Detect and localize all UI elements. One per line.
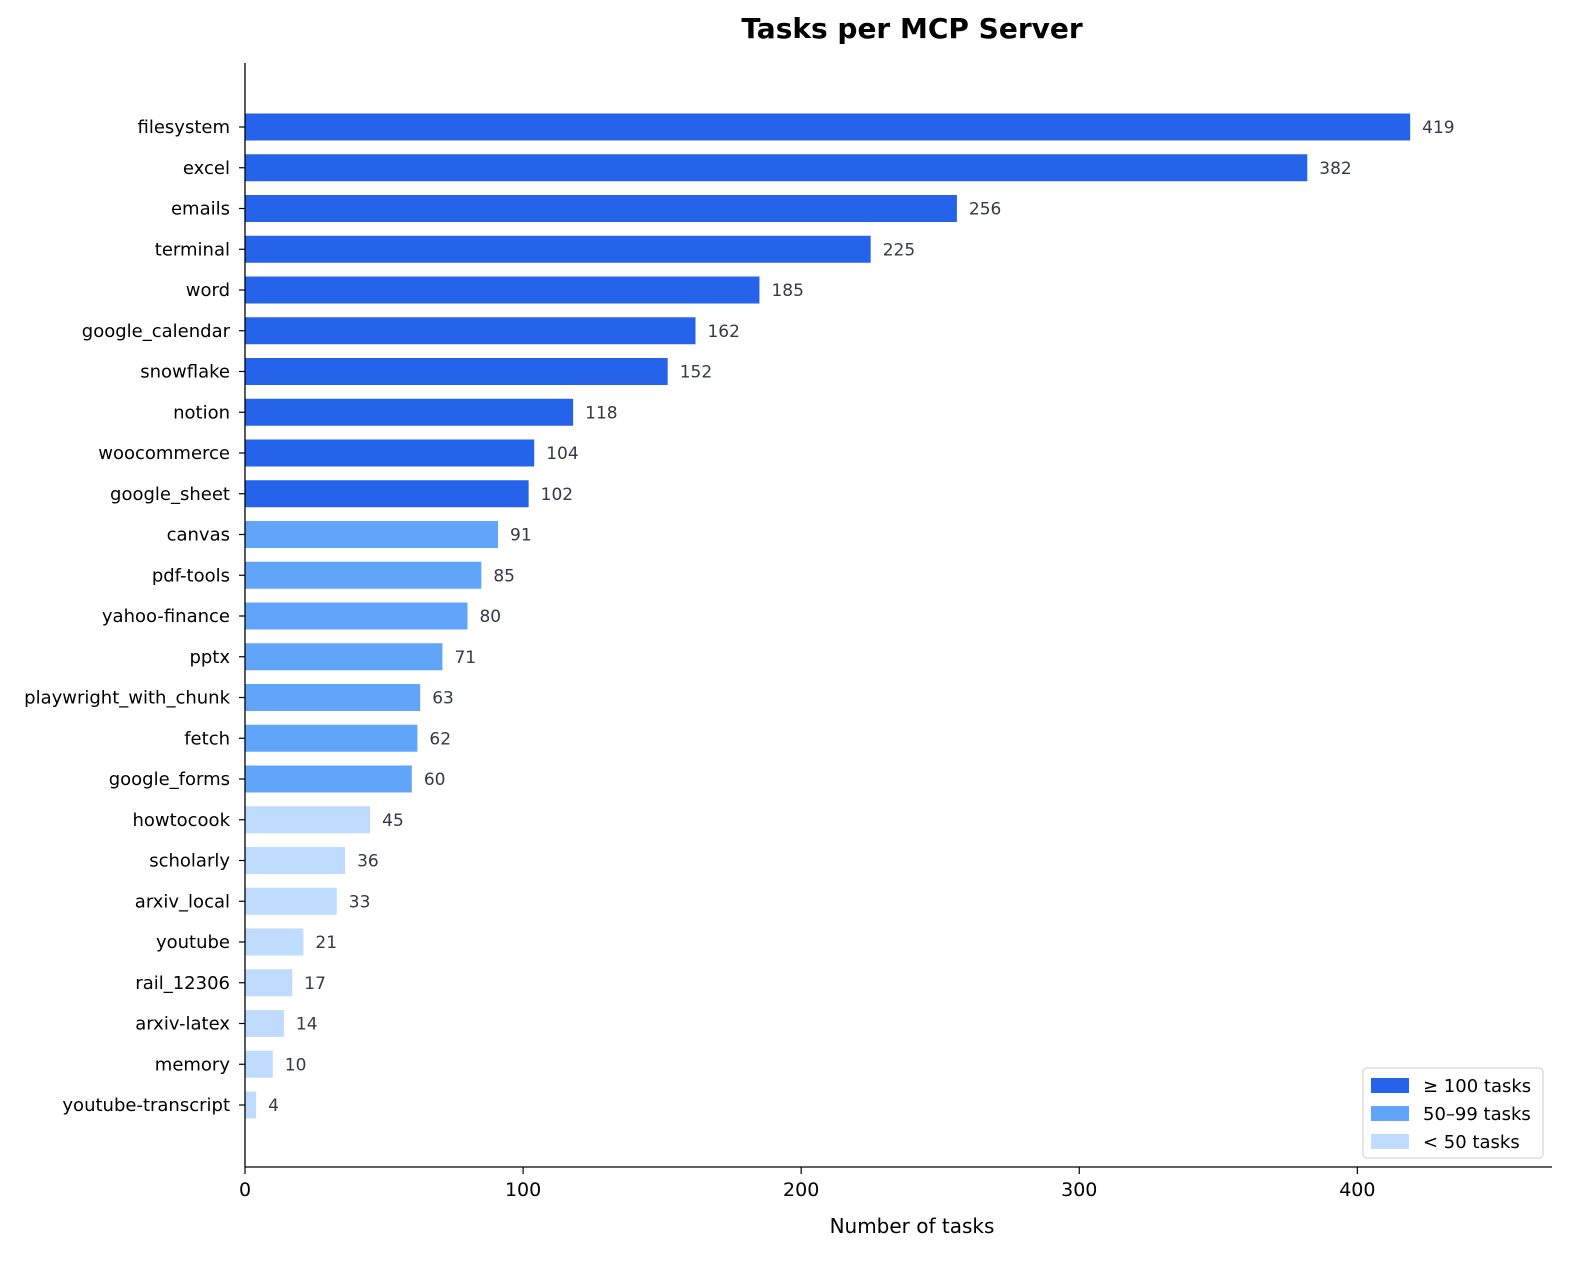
bar-howtocook [245, 806, 371, 834]
value-label-scholarly: 36 [357, 852, 379, 872]
value-label-rail-12306: 17 [304, 974, 326, 994]
value-label-filesystem: 419 [1422, 118, 1454, 138]
bar-woocommerce [245, 439, 535, 467]
legend-swatch-2 [1371, 1134, 1409, 1149]
legend-swatch-1 [1371, 1106, 1409, 1121]
value-label-memory: 10 [285, 1055, 307, 1075]
category-label-canvas: canvas [167, 525, 230, 546]
category-label-memory: memory [155, 1054, 231, 1075]
category-label-arxiv-latex: arxiv-latex [135, 1014, 230, 1035]
value-label-woocommerce: 104 [546, 444, 578, 464]
category-label-notion: notion [173, 402, 230, 423]
bar-youtube [245, 928, 304, 956]
category-label-rail-12306: rail_12306 [135, 973, 230, 994]
category-label-terminal: terminal [155, 239, 230, 260]
value-label-terminal: 225 [883, 240, 915, 260]
category-labels: filesystem excel emails terminal word google_… [24, 117, 245, 1116]
value-label-google-calendar: 162 [707, 322, 739, 342]
category-label-pdf-tools: pdf-tools [152, 565, 230, 586]
legend-label-2: < 50 tasks [1423, 1132, 1520, 1153]
category-label-word: word [186, 280, 230, 301]
bar-youtube-transcript [245, 1091, 257, 1119]
value-label-youtube-transcript: 4 [268, 1096, 279, 1116]
category-label-pptx: pptx [189, 647, 230, 668]
legend-label-1: 50–99 tasks [1423, 1104, 1531, 1125]
bars-group [245, 113, 1411, 1119]
bar-scholarly [245, 847, 346, 874]
legend-swatch-0 [1371, 1078, 1409, 1093]
x-tick-label-300: 300 [1061, 1179, 1097, 1201]
bar-pdf-tools [245, 561, 482, 589]
value-label-howtocook: 45 [382, 811, 404, 831]
bar-memory [245, 1050, 273, 1078]
bar-yahoo-finance [245, 602, 468, 630]
value-label-arxiv-latex: 14 [296, 1015, 318, 1035]
bar-arxiv-latex [245, 1010, 284, 1037]
bar-google-calendar [245, 317, 696, 345]
bar-emails [245, 195, 957, 222]
category-label-google-calendar: google_calendar [82, 321, 231, 342]
category-label-excel: excel [183, 158, 230, 179]
legend-label-0: ≥ 100 tasks [1423, 1076, 1531, 1097]
bar-pptx [245, 643, 443, 671]
bar-arxiv-local [245, 887, 337, 915]
value-label-excel: 382 [1319, 159, 1351, 179]
x-tick-label-100: 100 [505, 1179, 541, 1201]
x-axis-title: Number of tasks [830, 1214, 995, 1238]
category-label-google-forms: google_forms [109, 769, 230, 790]
value-label-emails: 256 [969, 200, 1001, 220]
bar-google-sheet [245, 480, 529, 508]
value-label-yahoo-finance: 80 [479, 607, 501, 627]
axes [244, 63, 1552, 1168]
bar-terminal [245, 235, 871, 263]
category-label-youtube: youtube [156, 932, 230, 953]
category-label-fetch: fetch [184, 728, 230, 749]
value-label-google-sheet: 102 [541, 485, 573, 505]
bar-filesystem [245, 113, 1411, 141]
bar-google-forms [245, 765, 412, 793]
bar-notion [245, 398, 574, 426]
bar-playwright-with-chunk [245, 684, 421, 711]
bar-rail-12306 [245, 969, 293, 997]
value-label-snowflake: 152 [680, 363, 712, 383]
category-label-youtube-transcript: youtube-transcript [62, 1095, 230, 1116]
bar-fetch [245, 724, 418, 752]
value-label-pdf-tools: 85 [493, 566, 515, 586]
category-label-snowflake: snowflake [140, 362, 230, 383]
value-label-word: 185 [771, 281, 803, 301]
value-label-arxiv-local: 33 [349, 892, 371, 912]
legend: ≥ 100 tasks 50–99 tasks < 50 tasks [1362, 1067, 1544, 1159]
category-label-woocommerce: woocommerce [98, 443, 230, 464]
x-tick-label-200: 200 [783, 1179, 819, 1201]
value-label-pptx: 71 [454, 648, 476, 668]
value-label-google-forms: 60 [424, 770, 446, 790]
value-label-fetch: 62 [429, 729, 451, 749]
value-label-playwright-with-chunk: 63 [432, 689, 454, 709]
value-label-canvas: 91 [510, 526, 532, 546]
category-label-emails: emails [171, 199, 230, 220]
x-tick-label-400: 400 [1339, 1179, 1375, 1201]
value-label-notion: 118 [585, 403, 617, 423]
bar-excel [245, 154, 1308, 182]
category-label-arxiv-local: arxiv_local [135, 891, 230, 912]
bar-canvas [245, 521, 499, 548]
category-label-howtocook: howtocook [132, 810, 230, 831]
value-label-youtube: 21 [315, 933, 337, 953]
category-label-filesystem: filesystem [138, 117, 231, 138]
category-label-scholarly: scholarly [149, 851, 230, 872]
x-ticks: 0 100 200 300 400 [239, 1167, 1375, 1201]
bar-word [245, 276, 760, 304]
chart-title: Tasks per MCP Server [741, 12, 1083, 45]
bar-snowflake [245, 358, 668, 385]
category-label-playwright-with-chunk: playwright_with_chunk [24, 688, 230, 709]
category-label-google-sheet: google_sheet [110, 484, 230, 505]
value-labels: 4193822562251851621521181041029185807163… [268, 118, 1455, 1116]
x-tick-label-0: 0 [239, 1179, 251, 1201]
category-label-yahoo-finance: yahoo-finance [102, 606, 230, 627]
